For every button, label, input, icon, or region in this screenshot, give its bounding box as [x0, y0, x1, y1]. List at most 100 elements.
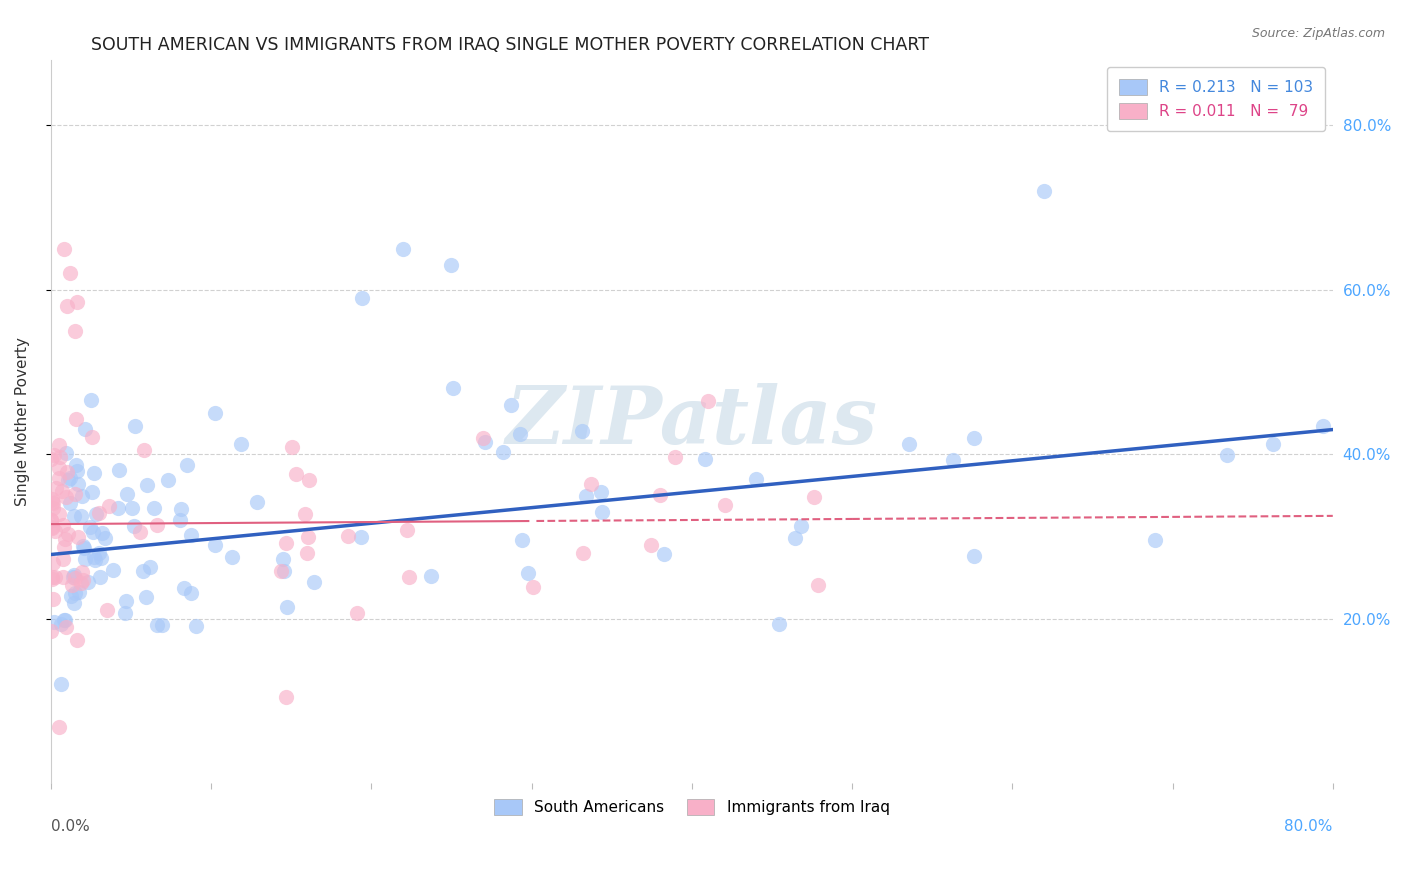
Point: [90, 550, 112, 565]
Point: [807, 578, 830, 592]
Point: [101, 563, 124, 577]
Point: [52, 517, 75, 532]
Point: [82, 524, 104, 539]
Point: [571, 425, 593, 439]
Point: [52, 551, 75, 566]
Point: [398, 570, 420, 584]
Point: [79, 520, 101, 534]
Point: [510, 533, 533, 547]
Point: [297, 546, 319, 560]
Point: [67, 584, 90, 599]
Point: [76, 574, 98, 589]
Point: [571, 546, 593, 560]
Point: [60, 589, 83, 603]
Point: [352, 291, 374, 305]
Point: [273, 565, 295, 579]
Point: [84, 507, 107, 521]
Point: [41, 570, 63, 584]
Point: [65, 464, 87, 478]
Y-axis label: Single Mother Poverty: Single Mother Poverty: [15, 337, 30, 506]
Point: [67, 530, 90, 544]
Point: [337, 529, 360, 543]
Point: [49, 617, 72, 632]
Point: [55, 490, 77, 504]
Point: [58, 471, 80, 485]
Point: [60, 578, 83, 592]
Point: [783, 531, 806, 545]
Point: [48, 438, 70, 452]
Point: [579, 476, 602, 491]
Point: [246, 495, 269, 509]
Point: [592, 505, 614, 519]
Point: [53, 613, 76, 627]
Point: [1033, 184, 1056, 198]
Point: [108, 463, 131, 477]
Point: [169, 513, 191, 527]
Point: [41, 572, 63, 586]
Point: [441, 381, 464, 395]
Point: [499, 398, 522, 412]
Point: [93, 532, 115, 546]
Point: [42, 591, 65, 606]
Point: [132, 564, 155, 578]
Point: [509, 426, 531, 441]
Point: [492, 445, 515, 459]
Point: [83, 553, 105, 567]
Point: [53, 533, 76, 547]
Point: [72, 573, 94, 587]
Point: [395, 523, 418, 537]
Point: [44, 570, 66, 584]
Point: [70, 565, 93, 579]
Point: [284, 467, 307, 481]
Point: [440, 258, 463, 272]
Point: [107, 500, 129, 515]
Point: [136, 478, 159, 492]
Text: 80.0%: 80.0%: [1285, 819, 1333, 834]
Point: [39, 624, 62, 639]
Point: [714, 499, 737, 513]
Point: [124, 518, 146, 533]
Point: [48, 720, 70, 734]
Point: [693, 452, 716, 467]
Point: [1215, 448, 1237, 462]
Point: [1261, 437, 1284, 451]
Point: [180, 586, 202, 600]
Point: [652, 547, 675, 561]
Point: [59, 496, 82, 510]
Point: [83, 466, 105, 480]
Point: [963, 549, 986, 563]
Point: [640, 538, 662, 552]
Point: [270, 564, 292, 578]
Point: [63, 596, 86, 610]
Point: [73, 552, 96, 566]
Point: [73, 422, 96, 436]
Point: [41, 451, 63, 466]
Point: [62, 567, 84, 582]
Point: [294, 507, 316, 521]
Point: [63, 571, 86, 585]
Point: [70, 489, 93, 503]
Point: [42, 496, 65, 510]
Point: [204, 537, 226, 551]
Point: [45, 481, 67, 495]
Point: [139, 560, 162, 574]
Point: [157, 473, 180, 487]
Point: [53, 613, 76, 627]
Point: [62, 508, 84, 523]
Text: Source: ZipAtlas.com: Source: ZipAtlas.com: [1251, 27, 1385, 40]
Point: [472, 431, 495, 445]
Point: [281, 440, 304, 454]
Point: [48, 461, 70, 475]
Point: [56, 474, 79, 488]
Point: [89, 570, 111, 584]
Point: [897, 436, 920, 450]
Point: [221, 549, 243, 564]
Point: [803, 490, 825, 504]
Point: [42, 556, 65, 570]
Point: [176, 458, 198, 472]
Point: [349, 530, 371, 544]
Point: [517, 566, 540, 581]
Point: [297, 530, 319, 544]
Point: [204, 406, 226, 420]
Point: [55, 445, 77, 459]
